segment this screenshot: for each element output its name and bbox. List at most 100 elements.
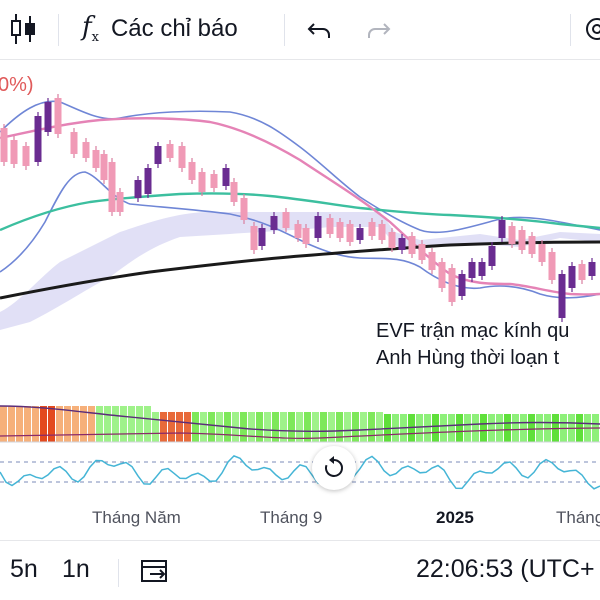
toolbar-divider [284, 14, 285, 46]
histogram-bar [336, 412, 343, 442]
histogram-bar [464, 414, 471, 442]
reset-chart-button[interactable] [312, 446, 356, 490]
histogram-bar [200, 412, 207, 442]
candle [448, 268, 456, 302]
candle [488, 246, 496, 266]
redo-icon [368, 23, 391, 38]
histogram-bar [264, 412, 271, 442]
time-axis[interactable]: Tháng Năm Tháng 9 2025 Tháng [0, 500, 600, 536]
histogram-bar [544, 414, 551, 442]
time-tick: Tháng 9 [260, 508, 323, 527]
histogram-bar [24, 406, 31, 442]
histogram-bar [192, 412, 199, 442]
histogram-bar [16, 406, 23, 442]
percent-label: 0%) [0, 74, 34, 96]
histogram-bar [528, 414, 535, 442]
candle [468, 262, 476, 278]
histogram-bar [296, 412, 303, 442]
candle [368, 222, 376, 236]
candle [418, 244, 426, 260]
undo-icon [307, 23, 330, 38]
candle [270, 216, 278, 230]
histogram-bar [88, 406, 95, 442]
histogram-bar [160, 412, 167, 442]
candle [250, 226, 258, 250]
candle [378, 224, 386, 240]
settings-button[interactable] [582, 8, 600, 50]
chart-type-button[interactable] [8, 8, 38, 50]
histogram-bar [208, 412, 215, 442]
histogram-bar [360, 412, 367, 442]
candle [356, 228, 364, 240]
histogram-bar [272, 412, 279, 442]
candle [558, 274, 566, 318]
histogram-bar [256, 412, 263, 442]
clock-timezone[interactable]: 22:06:53 (UTC+ [416, 555, 595, 583]
histogram-bar [216, 412, 223, 442]
histogram-bar [280, 412, 287, 442]
histogram-bar [536, 414, 543, 442]
histogram-bar [480, 414, 487, 442]
histogram-bar [40, 406, 47, 442]
candle [336, 222, 344, 238]
top-toolbar: fx Các chỉ báo [0, 0, 600, 60]
candle [82, 142, 90, 158]
candle [134, 180, 142, 198]
redo-button[interactable] [364, 8, 392, 50]
histogram-bar [96, 406, 103, 442]
candle [438, 262, 446, 288]
histogram-bar [128, 406, 135, 442]
candle [108, 162, 116, 212]
candlestick-icon [11, 14, 35, 44]
candle [166, 144, 174, 158]
histogram-bar [288, 412, 295, 442]
candle [538, 244, 546, 262]
candle [568, 266, 576, 288]
time-tick: Tháng [556, 508, 600, 527]
candles-group [0, 94, 596, 322]
histogram-bar [432, 414, 439, 442]
candle [10, 140, 18, 164]
price-chart[interactable] [0, 62, 600, 402]
histogram-bar [368, 412, 375, 442]
candle [528, 236, 536, 254]
histogram-bar [144, 406, 151, 442]
toolbar-divider [58, 14, 59, 46]
fx-icon: fx [82, 12, 99, 46]
time-tick: 2025 [436, 508, 474, 527]
candle [70, 132, 78, 154]
candle [478, 262, 486, 276]
histogram-bar [0, 406, 7, 442]
histogram-bar [8, 406, 15, 442]
candle [398, 238, 406, 250]
undo-button[interactable] [306, 8, 334, 50]
histogram-bar [48, 406, 55, 442]
bottom-divider [118, 559, 119, 587]
candle [346, 224, 354, 242]
histogram-bar [424, 414, 431, 442]
candle [198, 172, 206, 192]
candle [154, 146, 162, 164]
range-5y-button[interactable]: 5n [10, 555, 38, 583]
toolbar-divider [570, 14, 571, 46]
annotation-line-2: Anh Hùng thời loạn t [376, 347, 560, 369]
histogram-signal-line [0, 405, 600, 432]
range-1y-button[interactable]: 1n [62, 555, 90, 583]
candle [240, 198, 248, 220]
histogram-bar [488, 414, 495, 442]
candle [34, 116, 42, 162]
indicator-pane[interactable] [0, 402, 600, 502]
annotation-line-1: EVF trận mạc kính qu [376, 320, 570, 342]
candle [144, 168, 152, 194]
histogram-bar [344, 412, 351, 442]
candle [258, 228, 266, 246]
histogram-bar [104, 406, 111, 442]
histogram-bar [72, 406, 79, 442]
candle [0, 128, 8, 162]
goto-date-button[interactable] [140, 557, 170, 592]
candle [210, 174, 218, 188]
indicators-button[interactable]: fx Các chỉ báo [82, 8, 238, 50]
histogram-bar [504, 414, 511, 442]
histogram-bar [152, 412, 159, 442]
